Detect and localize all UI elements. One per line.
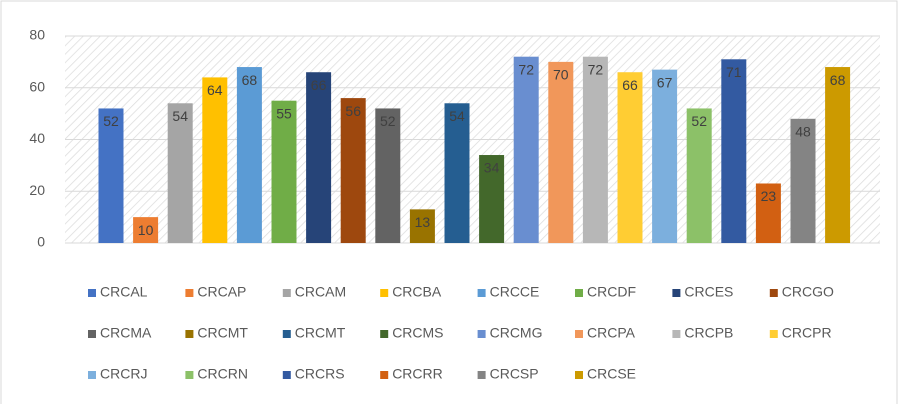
data-label: 72 — [518, 61, 534, 77]
legend-label: CRCAP — [197, 284, 246, 300]
legend-swatch — [575, 330, 583, 338]
bar — [444, 103, 470, 244]
bar — [375, 108, 401, 243]
bar — [409, 209, 435, 243]
data-label: 52 — [380, 113, 396, 129]
data-label: 56 — [345, 103, 361, 119]
data-label: 71 — [726, 64, 742, 80]
data-label: 72 — [588, 61, 604, 77]
bar — [721, 59, 747, 243]
legend-swatch — [477, 371, 486, 379]
legend-label: CRCAM — [295, 284, 346, 300]
legend-label: CRCRN — [197, 366, 248, 382]
legend-swatch — [282, 330, 291, 338]
legend-label: CRCMG — [490, 325, 543, 341]
legend-label: CRCSE — [587, 366, 636, 382]
bar — [202, 77, 228, 244]
bar — [271, 100, 297, 243]
legend-label: CRCMS — [392, 325, 443, 341]
bar — [167, 103, 193, 244]
legend-label: CRCPB — [684, 325, 733, 341]
legend-label: CRCRJ — [100, 366, 147, 382]
legend-label: CRCAL — [100, 284, 148, 300]
legend-swatch — [769, 289, 778, 297]
bar — [306, 72, 332, 243]
legend-label: CRCPR — [782, 325, 832, 341]
legend-swatch — [672, 330, 681, 338]
data-label: 70 — [553, 67, 569, 83]
legend-swatch — [575, 289, 583, 297]
legend-swatch — [185, 289, 194, 297]
legend-label: CRCGO — [782, 284, 834, 300]
bar — [479, 155, 505, 243]
legend-label: CRCES — [684, 284, 733, 300]
legend-swatch — [575, 371, 583, 379]
legend-swatch — [185, 330, 194, 338]
data-label: 67 — [657, 74, 673, 90]
legend-label: CRCRS — [295, 366, 345, 382]
legend-label: CRCMT — [197, 325, 248, 341]
legend-label: CRCDF — [587, 284, 636, 300]
legend-swatch — [769, 330, 778, 338]
data-label: 34 — [484, 160, 500, 176]
y-tick-label: 0 — [37, 234, 45, 250]
legend-swatch — [380, 371, 389, 379]
data-label: 48 — [795, 124, 811, 140]
legend-swatch — [672, 289, 681, 297]
legend-swatch — [477, 330, 486, 338]
data-label: 52 — [691, 113, 707, 129]
data-label: 66 — [622, 77, 638, 93]
legend-label: CRCCE — [490, 284, 540, 300]
legend-swatch — [185, 371, 194, 379]
y-tick-label: 20 — [29, 182, 45, 198]
data-label: 52 — [103, 113, 119, 129]
legend-swatch — [88, 371, 96, 379]
legend-label: CRCMT — [295, 325, 346, 341]
data-label: 64 — [207, 82, 223, 98]
legend-swatch — [380, 289, 389, 297]
bar — [340, 98, 366, 243]
data-label: 68 — [830, 72, 846, 88]
bar — [617, 72, 643, 243]
bar — [755, 183, 781, 243]
bar — [582, 56, 608, 244]
y-tick-label: 80 — [29, 27, 45, 43]
legend-label: CRCRR — [392, 366, 443, 382]
bar — [236, 67, 262, 243]
legend-swatch — [282, 371, 291, 379]
bar — [825, 67, 851, 243]
bar — [548, 61, 574, 243]
data-label: 13 — [415, 214, 431, 230]
legend-label: CRCMA — [100, 325, 152, 341]
legend-label: CRCBA — [392, 284, 442, 300]
legend-label: CRCPA — [587, 325, 636, 341]
legend-swatch — [88, 330, 96, 338]
bar — [98, 108, 124, 243]
legend-swatch — [380, 330, 389, 338]
legend-swatch — [477, 289, 486, 297]
data-label: 54 — [172, 108, 188, 124]
legend-swatch — [282, 289, 291, 297]
data-label: 23 — [761, 188, 777, 204]
data-label: 54 — [449, 108, 465, 124]
legend-swatch — [88, 289, 96, 297]
data-label: 66 — [311, 77, 327, 93]
data-label: 10 — [138, 222, 154, 238]
data-label: 68 — [242, 72, 258, 88]
legend-label: CRCSP — [490, 366, 539, 382]
bar — [686, 108, 712, 243]
bar — [513, 56, 539, 244]
y-tick-label: 60 — [29, 78, 45, 94]
bar — [133, 217, 159, 243]
bar — [652, 69, 678, 243]
data-label: 55 — [276, 105, 292, 121]
y-tick-label: 40 — [29, 130, 45, 146]
bar — [790, 118, 816, 243]
